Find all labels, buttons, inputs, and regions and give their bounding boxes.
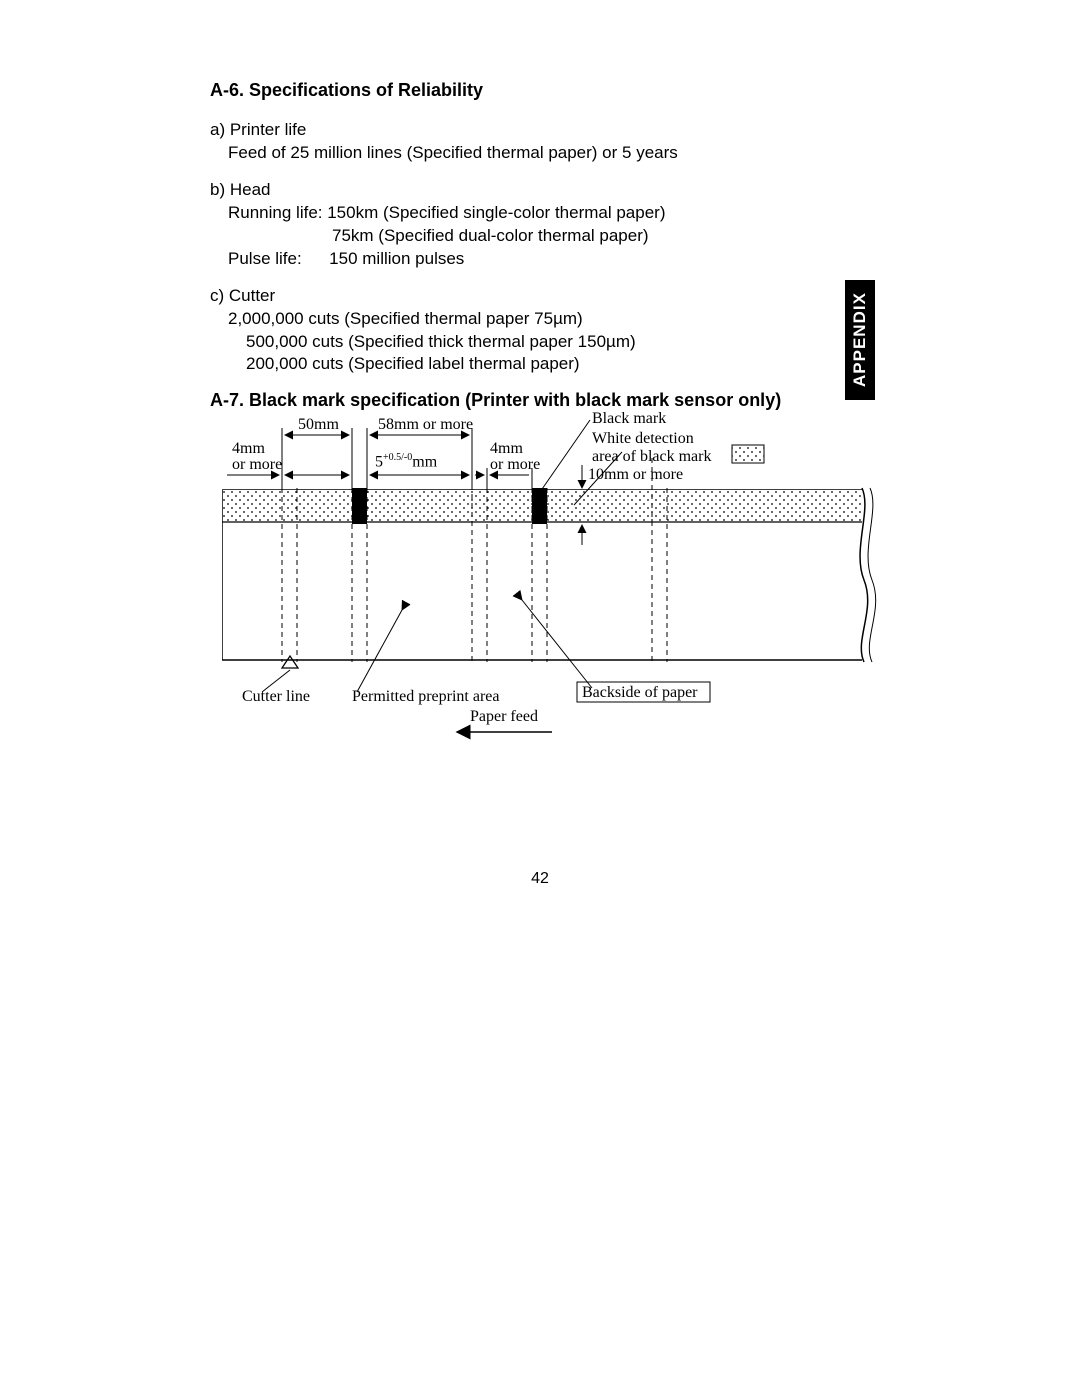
a6-b-line3-value: 150 million pulses bbox=[329, 249, 464, 268]
lbl-permitted: Permitted preprint area bbox=[352, 688, 500, 706]
lbl-5mm-post: mm bbox=[412, 453, 437, 470]
lbl-50mm: 50mm bbox=[298, 416, 339, 434]
appendix-tab: APPENDIX bbox=[845, 280, 875, 400]
lbl-4mm-b2: or more bbox=[490, 456, 540, 474]
a6-b-line3-label: Pulse life: bbox=[228, 249, 302, 268]
lbl-backside: Backside of paper bbox=[582, 684, 698, 702]
a6-b: b) Head Running life: 150km (Specified s… bbox=[210, 179, 890, 271]
a6-b-line3: Pulse life: 150 million pulses bbox=[210, 248, 890, 271]
page-content: A-6. Specifications of Reliability a) Pr… bbox=[210, 80, 890, 429]
heading-a6: A-6. Specifications of Reliability bbox=[210, 80, 890, 101]
lbl-5mm: 5+0.5/-0mm bbox=[375, 452, 437, 471]
lbl-5mm-sup: +0.5/-0 bbox=[383, 452, 412, 463]
a6-b-line2: 75km (Specified dual-color thermal paper… bbox=[210, 225, 890, 248]
black-mark-diagram: Black mark White detection area of black… bbox=[222, 410, 882, 750]
a6-c: c) Cutter 2,000,000 cuts (Specified ther… bbox=[210, 285, 890, 377]
heading-a7: A-7. Black mark specification (Printer w… bbox=[210, 390, 890, 411]
a6-c-line2: 500,000 cuts (Specified thick thermal pa… bbox=[210, 331, 890, 354]
lbl-paper-feed: Paper feed bbox=[470, 708, 538, 726]
a6-c-line3: 200,000 cuts (Specified label thermal pa… bbox=[210, 353, 890, 376]
a6-a: a) Printer life Feed of 25 million lines… bbox=[210, 119, 890, 165]
a6-a-text: Feed of 25 million lines (Specified ther… bbox=[210, 142, 890, 165]
lbl-cutter-line: Cutter line bbox=[242, 688, 310, 706]
lbl-white-det-1: White detection bbox=[592, 430, 694, 448]
lbl-5mm-pre: 5 bbox=[375, 453, 383, 470]
a6-a-label: a) Printer life bbox=[210, 119, 890, 142]
lbl-black-mark: Black mark bbox=[592, 410, 666, 428]
lbl-10mm: 10mm or more bbox=[588, 466, 683, 484]
diagram-svg bbox=[222, 410, 882, 750]
a6-b-line1: Running life: 150km (Specified single-co… bbox=[210, 202, 890, 225]
lbl-white-det-2: area of black mark bbox=[592, 448, 711, 466]
page-number: 42 bbox=[0, 870, 1080, 888]
lbl-58mm: 58mm or more bbox=[378, 416, 473, 434]
a6-b-label: b) Head bbox=[210, 179, 890, 202]
lbl-4mm-2: or more bbox=[232, 456, 282, 474]
a6-c-line1: 2,000,000 cuts (Specified thermal paper … bbox=[210, 308, 890, 331]
a6-c-label: c) Cutter bbox=[210, 285, 890, 308]
